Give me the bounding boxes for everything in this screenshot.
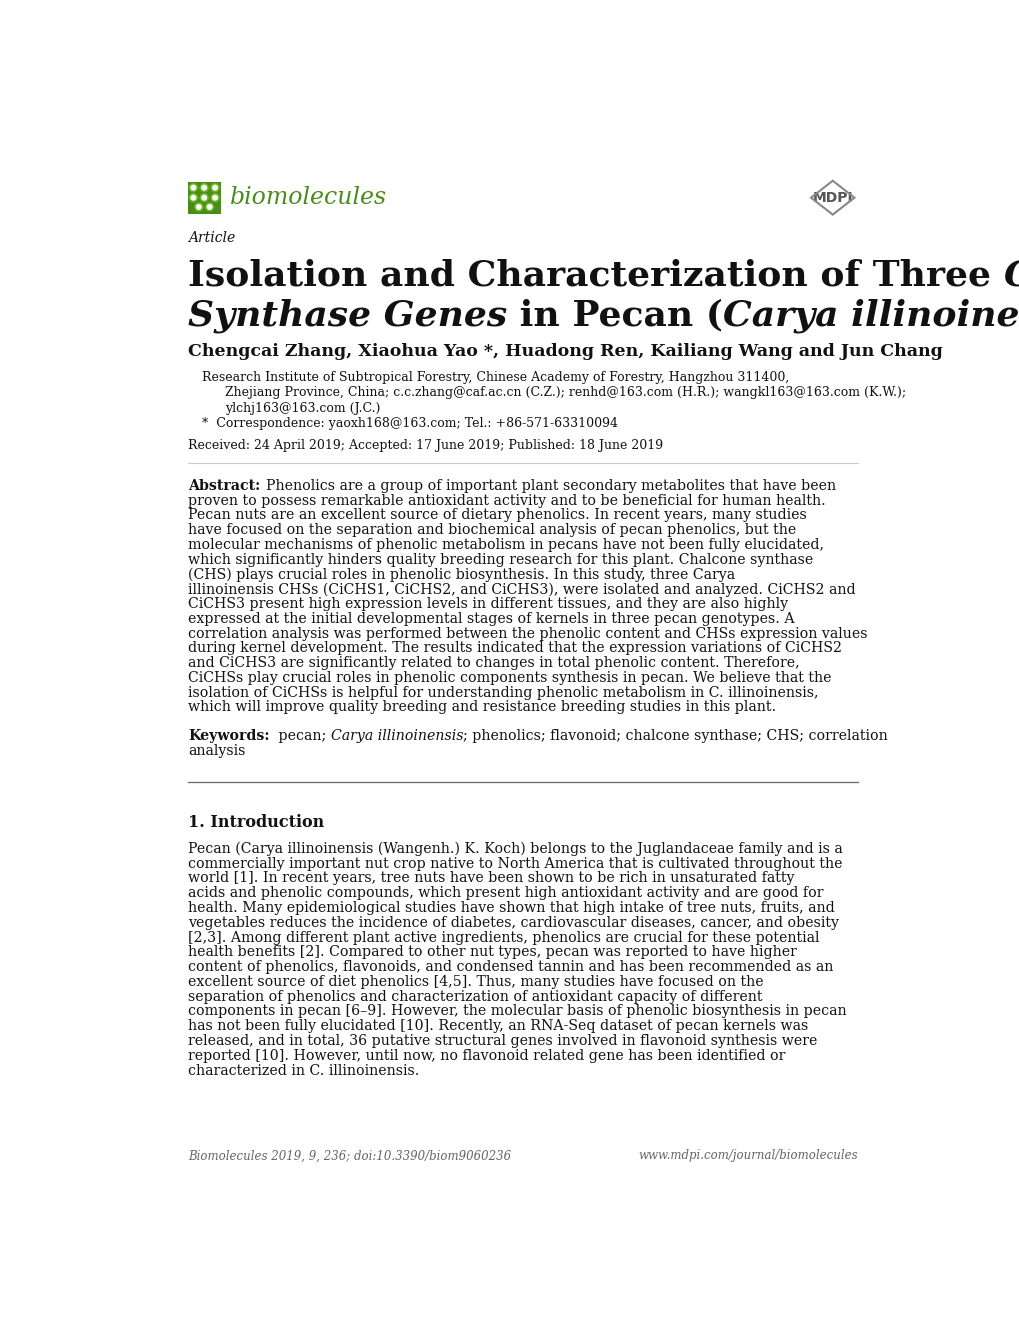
Text: Zhejiang Province, China; c.c.zhang@caf.ac.cn (C.Z.); renhd@163.com (H.R.); wang: Zhejiang Province, China; c.c.zhang@caf.…	[225, 387, 906, 400]
Text: Biomolecules 2019, 9, 236; doi:10.3390/biom9060236: Biomolecules 2019, 9, 236; doi:10.3390/b…	[187, 1150, 511, 1163]
Text: [2,3]. Among different plant active ingredients, phenolics are crucial for these: [2,3]. Among different plant active ingr…	[187, 931, 818, 945]
Text: world [1]. In recent years, tree nuts have been shown to be rich in unsaturated : world [1]. In recent years, tree nuts ha…	[187, 871, 794, 886]
Text: Article: Article	[187, 231, 235, 244]
Text: CiCHSs play crucial roles in phenolic components synthesis in pecan. We believe : CiCHSs play crucial roles in phenolic co…	[187, 671, 830, 685]
Text: commercially important nut crop native to North America that is cultivated throu: commercially important nut crop native t…	[187, 857, 842, 871]
Text: which significantly hinders quality breeding research for this plant. Chalcone s: which significantly hinders quality bree…	[187, 553, 812, 566]
Text: Carya illinoinensis: Carya illinoinensis	[330, 729, 463, 743]
Text: Abstract:: Abstract:	[187, 479, 260, 492]
Text: components in pecan [6–9]. However, the molecular basis of phenolic biosynthesis: components in pecan [6–9]. However, the …	[187, 1005, 846, 1019]
Circle shape	[202, 185, 206, 190]
Circle shape	[190, 194, 198, 202]
Text: Pecan nuts are an excellent source of dietary phenolics. In recent years, many s: Pecan nuts are an excellent source of di…	[187, 508, 806, 523]
Circle shape	[197, 205, 201, 210]
Text: (CHS) plays crucial roles in phenolic biosynthesis. In this study, three Carya: (CHS) plays crucial roles in phenolic bi…	[187, 568, 735, 582]
Text: isolation of CiCHSs is helpful for understanding phenolic metabolism in C. illin: isolation of CiCHSs is helpful for under…	[187, 685, 817, 700]
Circle shape	[200, 183, 208, 191]
Text: Keywords:: Keywords:	[187, 729, 269, 743]
Text: acids and phenolic compounds, which present high antioxidant activity and are go: acids and phenolic compounds, which pres…	[187, 886, 822, 900]
Text: health. Many epidemiological studies have shown that high intake of tree nuts, f: health. Many epidemiological studies hav…	[187, 902, 834, 915]
Text: content of phenolics, flavonoids, and condensed tannin and has been recommended : content of phenolics, flavonoids, and co…	[187, 960, 833, 974]
Circle shape	[195, 203, 203, 211]
Text: during kernel development. The results indicated that the expression variations : during kernel development. The results i…	[187, 642, 841, 655]
Text: have focused on the separation and biochemical analysis of pecan phenolics, but : have focused on the separation and bioch…	[187, 523, 796, 537]
Text: which will improve quality breeding and resistance breeding studies in this plan: which will improve quality breeding and …	[187, 701, 775, 714]
Text: 1. Introduction: 1. Introduction	[187, 814, 324, 832]
Text: characterized in C. illinoinensis.: characterized in C. illinoinensis.	[187, 1064, 419, 1077]
Text: Chalcone: Chalcone	[1003, 259, 1019, 293]
Text: www.mdpi.com/journal/biomolecules: www.mdpi.com/journal/biomolecules	[637, 1150, 857, 1163]
Text: Synthase Genes: Synthase Genes	[187, 298, 506, 333]
Circle shape	[191, 185, 196, 190]
Text: illinoinensis CHSs (CiCHS1, CiCHS2, and CiCHS3), were isolated and analyzed. CiC: illinoinensis CHSs (CiCHS1, CiCHS2, and …	[187, 582, 855, 597]
Text: in Pecan (: in Pecan (	[506, 298, 722, 333]
Text: Received: 24 April 2019; Accepted: 17 June 2019; Published: 18 June 2019: Received: 24 April 2019; Accepted: 17 Ju…	[187, 438, 662, 451]
FancyBboxPatch shape	[187, 182, 220, 214]
Text: reported [10]. However, until now, no flavonoid related gene has been identified: reported [10]. However, until now, no fl…	[187, 1049, 785, 1063]
Text: Pecan (Carya illinoinensis (Wangenh.) K. Koch) belongs to the Juglandaceae famil: Pecan (Carya illinoinensis (Wangenh.) K.…	[187, 842, 842, 857]
Text: *  Correspondence: yaoxh168@163.com; Tel.: +86-571-63310094: * Correspondence: yaoxh168@163.com; Tel.…	[202, 417, 618, 430]
Text: separation of phenolics and characterization of antioxidant capacity of differen: separation of phenolics and characteriza…	[187, 990, 762, 1003]
Text: released, and in total, 36 putative structural genes involved in flavonoid synth: released, and in total, 36 putative stru…	[187, 1034, 816, 1048]
Text: Carya illinoinensis: Carya illinoinensis	[722, 298, 1019, 333]
Circle shape	[211, 183, 219, 191]
Text: Isolation and Characterization of Three: Isolation and Characterization of Three	[187, 259, 1003, 293]
Text: Research Institute of Subtropical Forestry, Chinese Academy of Forestry, Hangzho: Research Institute of Subtropical Forest…	[202, 371, 789, 384]
Circle shape	[206, 203, 213, 211]
Circle shape	[200, 194, 208, 202]
Circle shape	[190, 183, 198, 191]
Text: molecular mechanisms of phenolic metabolism in pecans have not been fully elucid: molecular mechanisms of phenolic metabol…	[187, 537, 823, 552]
Text: CiCHS3 present high expression levels in different tissues, and they are also hi: CiCHS3 present high expression levels in…	[187, 597, 788, 611]
Text: excellent source of diet phenolics [4,5]. Thus, many studies have focused on the: excellent source of diet phenolics [4,5]…	[187, 975, 763, 989]
Text: ; phenolics; flavonoid; chalcone synthase; CHS; correlation: ; phenolics; flavonoid; chalcone synthas…	[463, 729, 888, 743]
Circle shape	[191, 195, 196, 201]
Text: MDPI: MDPI	[812, 190, 852, 205]
Text: health benefits [2]. Compared to other nut types, pecan was reported to have hig: health benefits [2]. Compared to other n…	[187, 945, 796, 960]
Text: vegetables reduces the incidence of diabetes, cardiovascular diseases, cancer, a: vegetables reduces the incidence of diab…	[187, 916, 839, 929]
Text: expressed at the initial developmental stages of kernels in three pecan genotype: expressed at the initial developmental s…	[187, 611, 794, 626]
Text: and CiCHS3 are significantly related to changes in total phenolic content. There: and CiCHS3 are significantly related to …	[187, 656, 799, 671]
Circle shape	[213, 195, 217, 201]
Text: biomolecules: biomolecules	[229, 186, 386, 209]
Text: has not been fully elucidated [10]. Recently, an RNA-Seq dataset of pecan kernel: has not been fully elucidated [10]. Rece…	[187, 1019, 807, 1034]
Text: proven to possess remarkable antioxidant activity and to be beneficial for human: proven to possess remarkable antioxidant…	[187, 494, 825, 507]
Text: analysis: analysis	[187, 744, 246, 758]
Text: pecan;: pecan;	[274, 729, 330, 743]
Circle shape	[202, 195, 206, 201]
Circle shape	[213, 185, 217, 190]
Text: Phenolics are a group of important plant secondary metabolites that have been: Phenolics are a group of important plant…	[266, 479, 836, 492]
Circle shape	[211, 194, 219, 202]
Text: Chengcai Zhang, Xiaohua Yao *, Huadong Ren, Kailiang Wang and Jun Chang: Chengcai Zhang, Xiaohua Yao *, Huadong R…	[187, 343, 942, 360]
Text: ylchj163@163.com (J.C.): ylchj163@163.com (J.C.)	[225, 401, 380, 414]
Text: correlation analysis was performed between the phenolic content and CHSs express: correlation analysis was performed betwe…	[187, 627, 866, 640]
Circle shape	[207, 205, 212, 210]
